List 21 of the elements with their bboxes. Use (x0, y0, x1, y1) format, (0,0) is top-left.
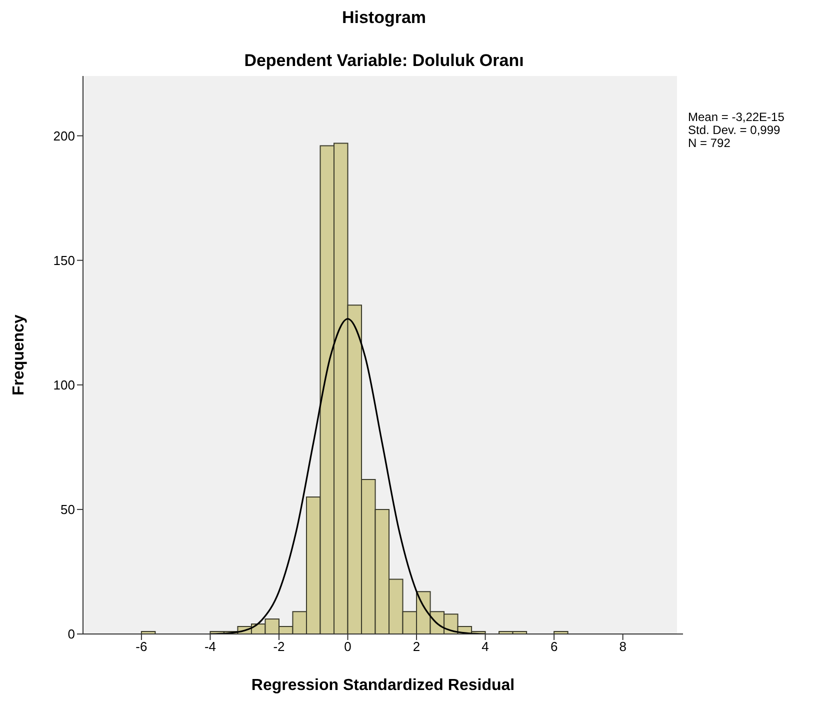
x-tick-label: -6 (136, 639, 148, 654)
y-tick-label: 50 (60, 502, 75, 518)
x-tick-label: 0 (344, 639, 352, 654)
x-tick-label: -4 (204, 639, 216, 654)
y-tick-label: 200 (53, 128, 75, 144)
x-tick-label: 6 (550, 639, 558, 654)
y-axis-title: Frequency (10, 314, 28, 396)
y-tick-label: 100 (53, 378, 75, 393)
x-tick-label: 2 (412, 639, 420, 654)
chart-title: Histogram (340, 8, 428, 28)
text: N = 792 (688, 136, 732, 150)
text: Mean = -3,22E-15 (688, 110, 784, 124)
y-tick-label: 150 (53, 252, 75, 268)
x-tick-label: -2 (273, 639, 285, 654)
x-tick-label: 8 (619, 639, 626, 654)
chart-subtitle: Dependent Variable: Doluluk Oranı (243, 51, 525, 71)
x-axis-title: Regression Standardized Residual (251, 677, 515, 694)
x-tick-label: 4 (482, 639, 489, 654)
y-tick-label: 0 (68, 626, 75, 642)
text: Std. Dev. = 0,999 (688, 123, 782, 137)
line-series (209, 318, 486, 634)
